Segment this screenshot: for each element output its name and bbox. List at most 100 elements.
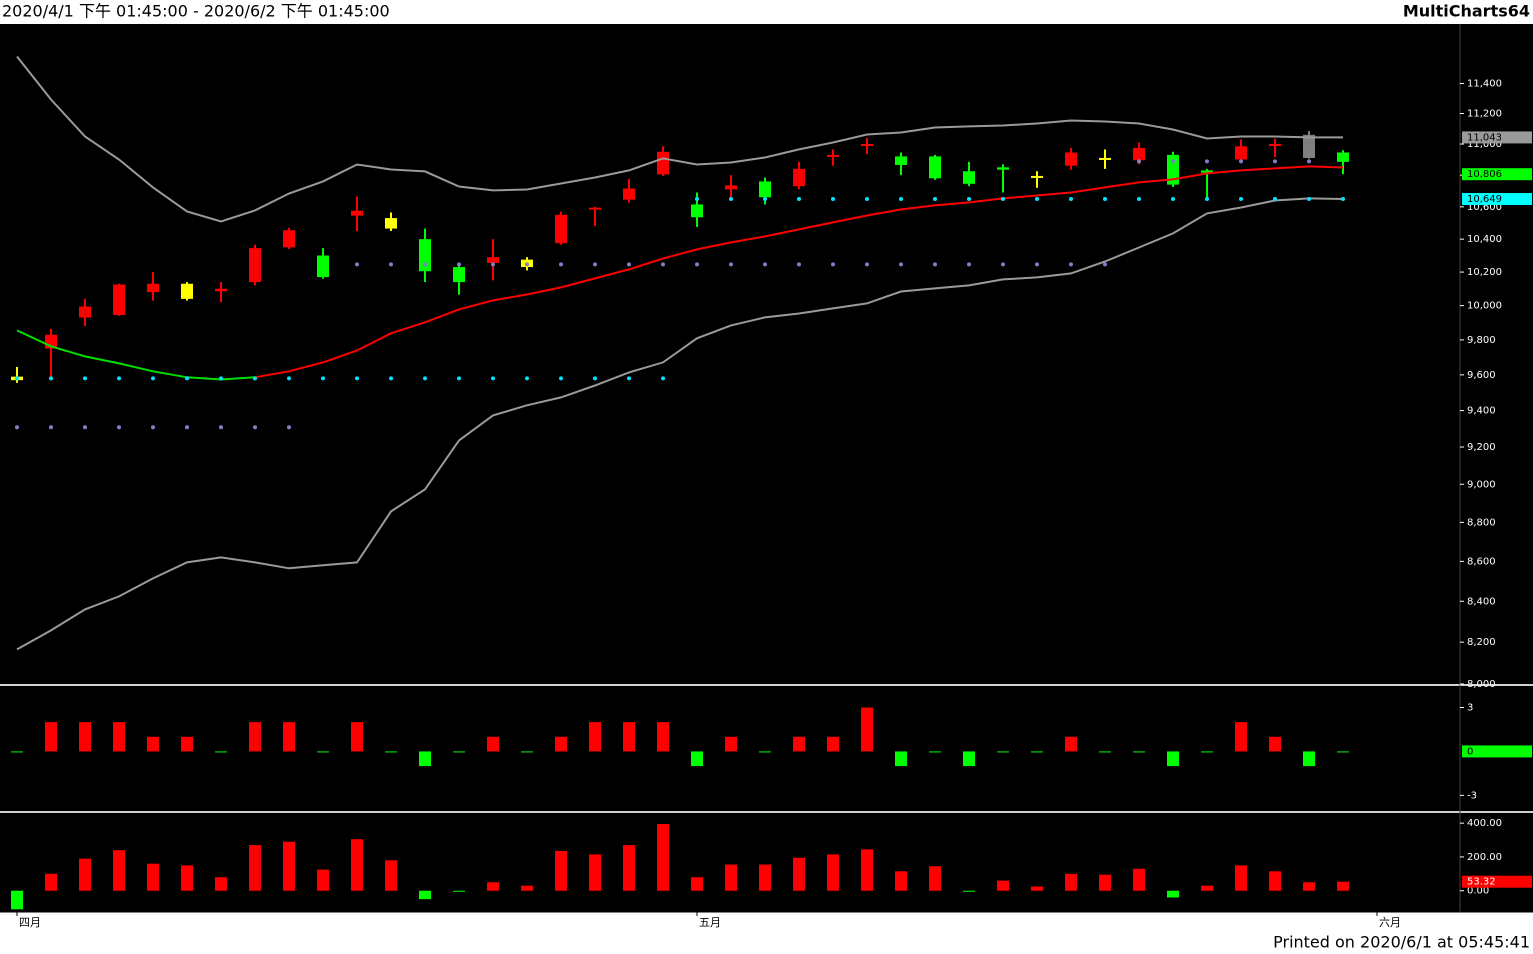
histogram-bar [147, 863, 159, 891]
candle-body [283, 230, 295, 248]
indicator-dot [1341, 197, 1345, 202]
indicator-dot [525, 376, 529, 381]
time-axis [0, 912, 1533, 932]
histogram-bar [997, 880, 1009, 891]
histogram-bar [385, 860, 397, 891]
indicator-dot [219, 376, 223, 381]
histogram-bar [1133, 751, 1145, 753]
indicator-dot [287, 376, 291, 381]
histogram-bar [997, 751, 1009, 753]
histogram-bar [623, 845, 635, 891]
histogram-bar [657, 722, 669, 752]
histogram-bar [1201, 885, 1213, 891]
histogram-bar [793, 857, 805, 891]
price-marker [1462, 131, 1532, 144]
histogram-bar [1337, 881, 1349, 891]
histogram-bar [1099, 751, 1111, 753]
candle-body [181, 283, 193, 299]
indicator-dot [1307, 197, 1311, 202]
y-tick-label: 8,000 [1467, 679, 1496, 690]
indicator-dot [83, 376, 87, 381]
candle-body [385, 218, 397, 229]
histogram-bar [589, 854, 601, 891]
histogram-bar [1133, 868, 1145, 891]
histogram-bar [555, 736, 567, 752]
indicator-line [254, 165, 1344, 379]
candle-body [691, 204, 703, 218]
indicator-dot [457, 376, 461, 381]
histogram-bar [317, 869, 329, 891]
indicator-dot [185, 376, 189, 381]
indicator-dot [661, 262, 665, 267]
indicator-dot [661, 376, 665, 381]
candle-body [1235, 146, 1247, 160]
histogram-bar [453, 751, 465, 753]
last-value-marker [1462, 875, 1532, 888]
histogram-bar [487, 882, 499, 891]
indicator-dot [1103, 262, 1107, 267]
candle-body [79, 306, 91, 318]
indicator-dot [49, 376, 53, 381]
indicator-dot [1103, 197, 1107, 202]
indicator-dot [763, 262, 767, 267]
time-label: 四月 [19, 916, 41, 929]
candle-body [249, 248, 261, 283]
y-tick-label: 9,400 [1467, 406, 1496, 417]
indicator-dot [491, 376, 495, 381]
histogram-bar [419, 751, 431, 767]
indicator-dot [559, 262, 563, 267]
histogram-bar [555, 851, 567, 891]
indicator-dot [967, 262, 971, 267]
histogram-bar [1303, 882, 1315, 891]
candle-body [317, 255, 329, 278]
histogram-bar [1031, 886, 1043, 891]
histogram-bar [385, 751, 397, 753]
y-tick-label: 9,200 [1467, 442, 1496, 453]
indicator-dot [151, 376, 155, 381]
price-marker-label: 11,043 [1467, 132, 1502, 143]
y-tick-label: 200.00 [1467, 852, 1502, 863]
histogram-bar [1201, 751, 1213, 753]
time-label: 五月 [699, 916, 721, 929]
indicator-dot [1069, 197, 1073, 202]
indicator-dot [49, 425, 53, 430]
histogram-bar [827, 736, 839, 752]
histogram-bar [181, 865, 193, 891]
candle-body [555, 214, 567, 244]
print-note: Printed on 2020/6/1 at 05:45:41 [1273, 933, 1530, 952]
y-tick-label: 9,800 [1467, 335, 1496, 346]
indicator-dot [627, 262, 631, 267]
indicator-dot [1273, 159, 1277, 164]
indicator-dot [1239, 197, 1243, 202]
histogram-bar [895, 871, 907, 891]
indicator-dot [1171, 159, 1175, 164]
histogram-bar [827, 854, 839, 891]
indicator-dot [593, 376, 597, 381]
indicator-dot [15, 425, 19, 430]
candle-body [147, 283, 159, 293]
histogram-bar [725, 736, 737, 752]
indicator-dot [899, 197, 903, 202]
histogram-bar [963, 751, 975, 767]
indicator-dot [83, 425, 87, 430]
candle-body [1031, 175, 1043, 178]
indicator-dot [117, 376, 121, 381]
y-tick-label: 400.00 [1467, 818, 1502, 829]
indicator-dot [355, 262, 359, 267]
histogram-bar [1269, 736, 1281, 752]
indicator-dot [865, 262, 869, 267]
indicator-dot [1171, 197, 1175, 202]
indicator-dot [389, 376, 393, 381]
candle-body [1269, 144, 1281, 147]
candle-body [759, 181, 771, 198]
price-marker [1462, 168, 1532, 181]
histogram-bar [181, 736, 193, 752]
candle-body [1065, 152, 1077, 166]
candle-body [113, 284, 125, 315]
histogram-bar [1235, 722, 1247, 752]
candle-body [963, 171, 975, 184]
histogram-bar [1065, 736, 1077, 752]
y-tick-label: 10,200 [1467, 267, 1502, 278]
candle-body [215, 288, 227, 292]
indicator-dot [933, 262, 937, 267]
